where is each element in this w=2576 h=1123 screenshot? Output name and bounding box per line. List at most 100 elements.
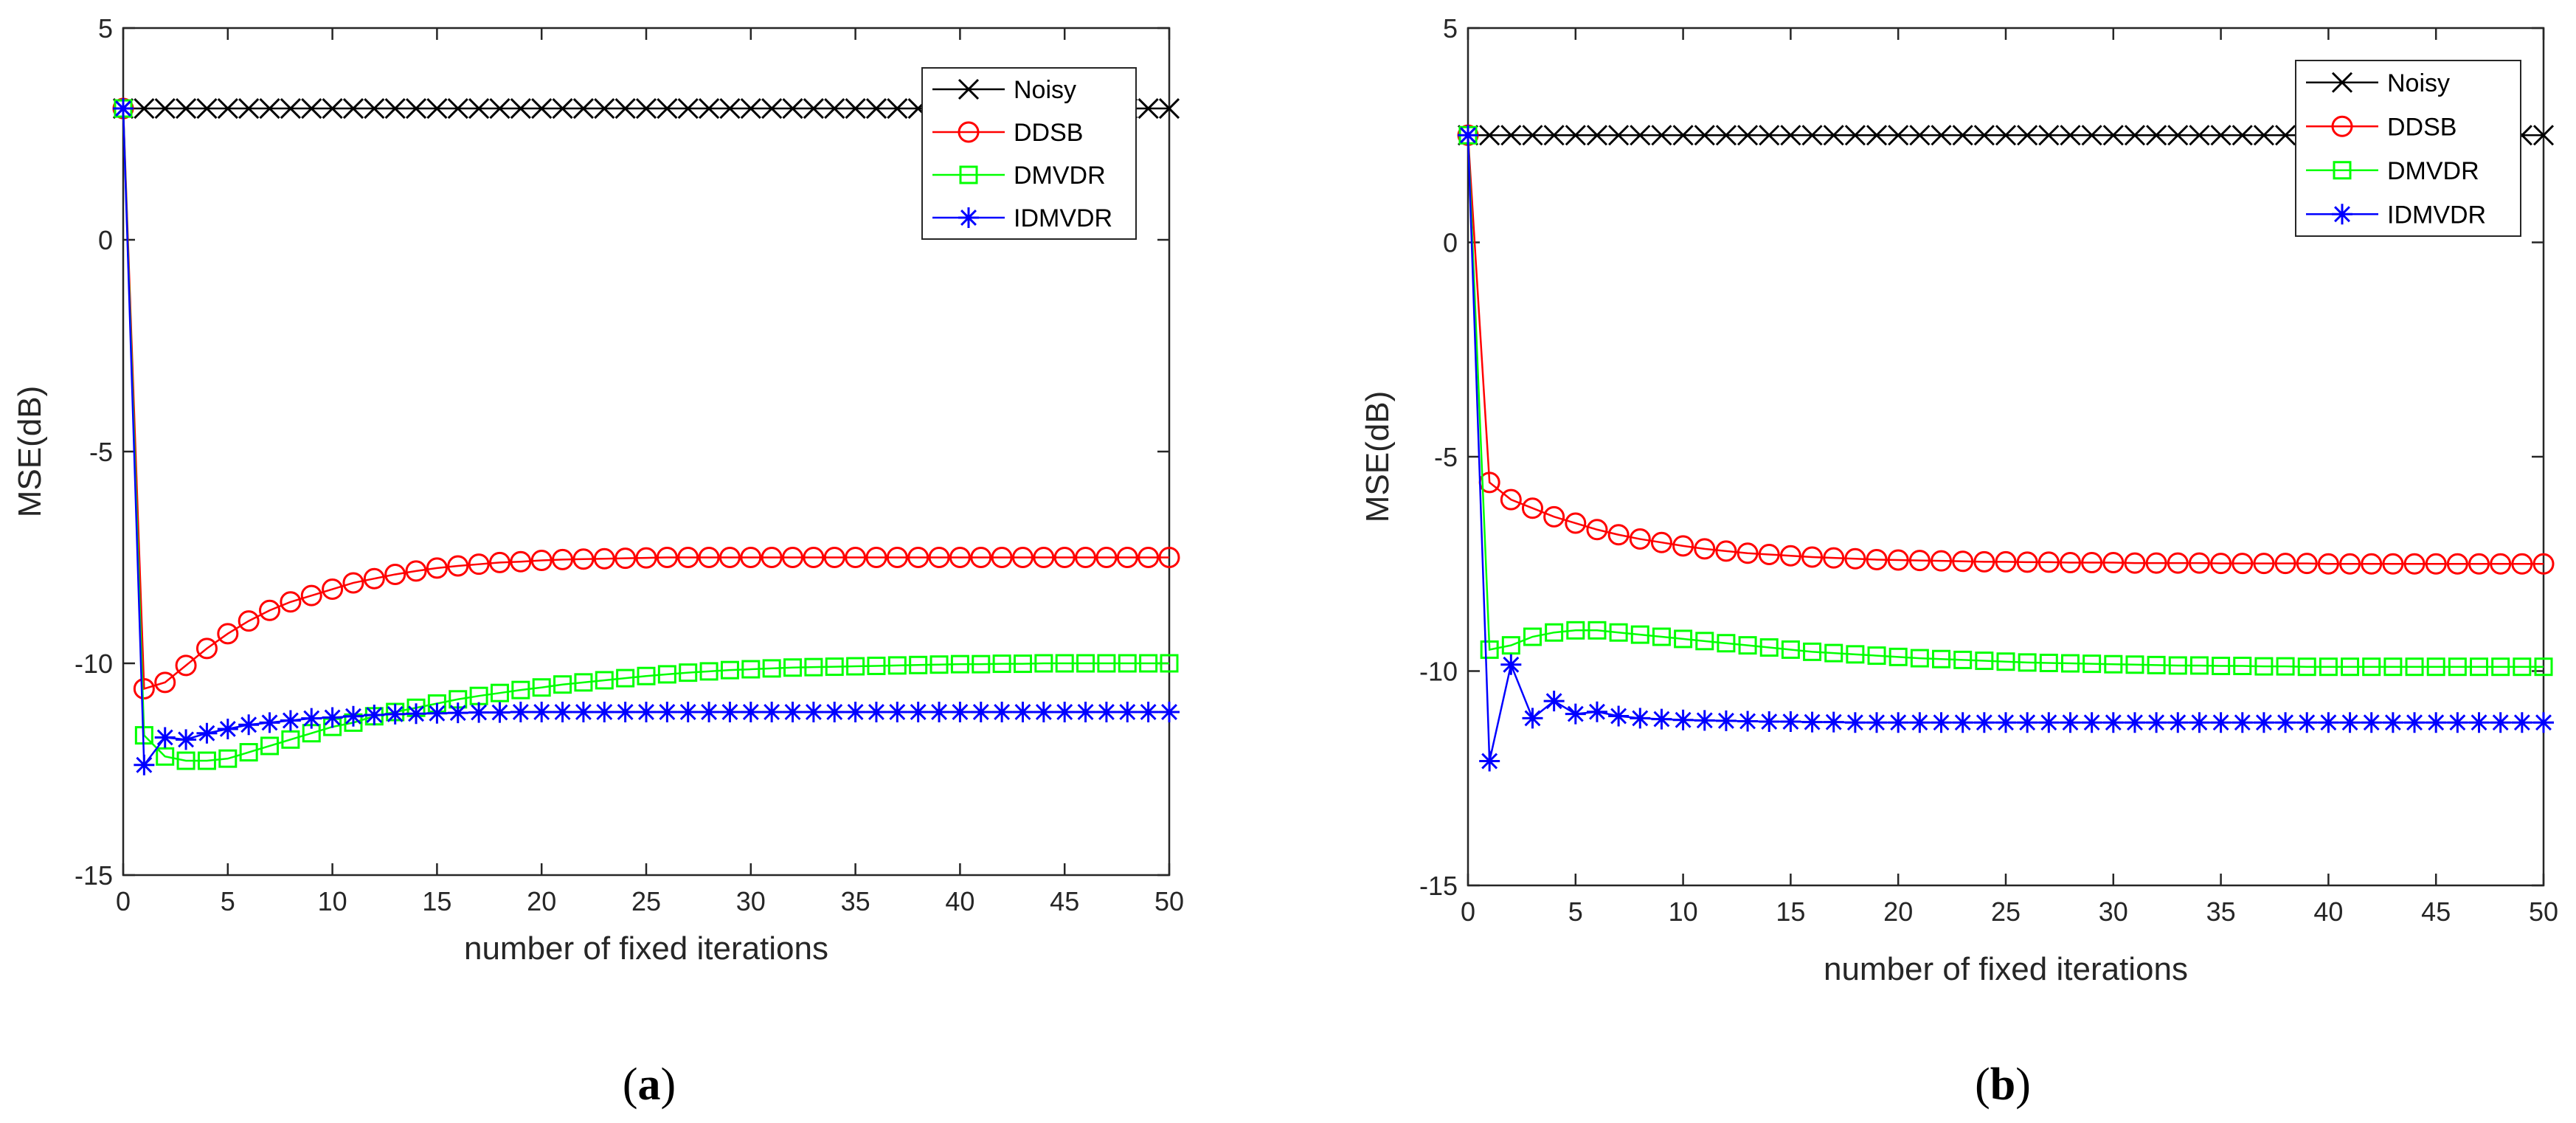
data-point: [1522, 125, 1543, 146]
data-point: [1565, 125, 1586, 146]
data-point: [1844, 125, 1866, 146]
x-tick-label: 25: [1991, 896, 2021, 927]
data-point: [699, 662, 719, 681]
data-point: [865, 547, 887, 568]
data-point: [1931, 712, 1952, 733]
data-point: [2253, 553, 2275, 575]
data-point: [1033, 702, 1054, 723]
data-point: [1652, 627, 1671, 646]
data-point: [1996, 652, 2015, 671]
data-point: [322, 97, 343, 120]
data-point: [553, 675, 572, 694]
data-point: [1952, 125, 1973, 146]
data-point: [1054, 702, 1076, 723]
data-point: [824, 97, 845, 120]
x-tick-label: 50: [2529, 896, 2558, 927]
data-point: [1973, 712, 1995, 733]
data-point: [677, 97, 699, 120]
data-point: [384, 97, 406, 120]
data-point: [2275, 125, 2296, 146]
data-point: [1846, 645, 1865, 664]
data-point: [154, 97, 176, 120]
legend-marker: [2333, 161, 2352, 180]
data-point: [595, 671, 614, 690]
data-point: [2232, 125, 2253, 146]
data-point: [1608, 125, 1630, 146]
data-point: [176, 97, 197, 120]
data-point: [489, 702, 510, 723]
data-point: [825, 657, 844, 677]
data-point: [929, 702, 950, 723]
data-point: [782, 97, 803, 120]
data-point: [2125, 655, 2144, 674]
data-point: [1545, 623, 1564, 642]
data-point: [1650, 531, 1672, 553]
legend-entry: DMVDR: [2387, 157, 2479, 185]
y-tick-label: 5: [1443, 13, 1458, 44]
data-point: [2534, 657, 2553, 677]
data-point: [2447, 712, 2468, 733]
data-point: [2189, 125, 2210, 146]
y-tick-label: -15: [1419, 871, 1458, 901]
data-point: [2511, 553, 2533, 575]
data-point: [281, 730, 300, 749]
data-point: [1995, 550, 2017, 573]
data-point: [196, 97, 218, 120]
data-point: [1672, 709, 1694, 730]
data-point: [761, 97, 783, 120]
x-axis-label: number of fixed iterations: [1824, 951, 2188, 987]
data-point: [719, 97, 741, 120]
data-point: [887, 702, 908, 723]
data-point: [260, 736, 280, 756]
data-point: [2060, 654, 2080, 673]
x-tick-label: 30: [2099, 896, 2128, 927]
data-point: [1823, 125, 1844, 146]
data-point: [280, 97, 301, 120]
data-point: [1138, 97, 1159, 120]
data-point: [2081, 125, 2102, 146]
data-point: [1607, 524, 1630, 546]
data-point: [2253, 712, 2274, 733]
data-point: [949, 547, 971, 568]
data-point: [1139, 654, 1158, 673]
data-point: [217, 623, 239, 645]
data-point: [217, 718, 238, 739]
data-point: [740, 97, 761, 120]
data-point: [133, 677, 155, 699]
y-tick-label: -5: [89, 437, 113, 467]
data-point: [574, 673, 593, 692]
data-point: [1715, 710, 1737, 731]
data-point: [1630, 125, 1651, 146]
data-point: [1543, 505, 1565, 528]
data-point: [2490, 553, 2512, 575]
data-point: [2060, 125, 2081, 146]
data-point: [552, 702, 573, 723]
data-point: [426, 557, 448, 579]
data-point: [1952, 550, 1974, 573]
data-point: [2404, 712, 2426, 733]
data-point: [972, 654, 991, 674]
data-point: [156, 747, 175, 766]
data-point: [2425, 553, 2447, 575]
data-point: [2124, 552, 2146, 574]
data-point: [1651, 708, 1672, 730]
data-point: [2296, 712, 2318, 733]
data-point: [1932, 649, 1951, 668]
data-point: [2339, 712, 2361, 733]
data-point: [614, 547, 637, 570]
data-point: [1075, 547, 1097, 568]
data-point: [1672, 125, 1694, 146]
data-point: [2276, 657, 2295, 676]
x-axis-label: number of fixed iterations: [464, 930, 828, 967]
data-point: [970, 702, 991, 723]
data-point: [176, 751, 195, 770]
data-point: [1013, 654, 1032, 674]
data-point: [134, 754, 155, 775]
data-point: [1630, 708, 1651, 729]
data-point: [489, 97, 510, 120]
data-point: [510, 550, 532, 573]
data-point: [1055, 654, 1074, 673]
data-point: [1801, 125, 1823, 146]
data-point: [217, 97, 238, 120]
data-point: [1586, 519, 1608, 541]
